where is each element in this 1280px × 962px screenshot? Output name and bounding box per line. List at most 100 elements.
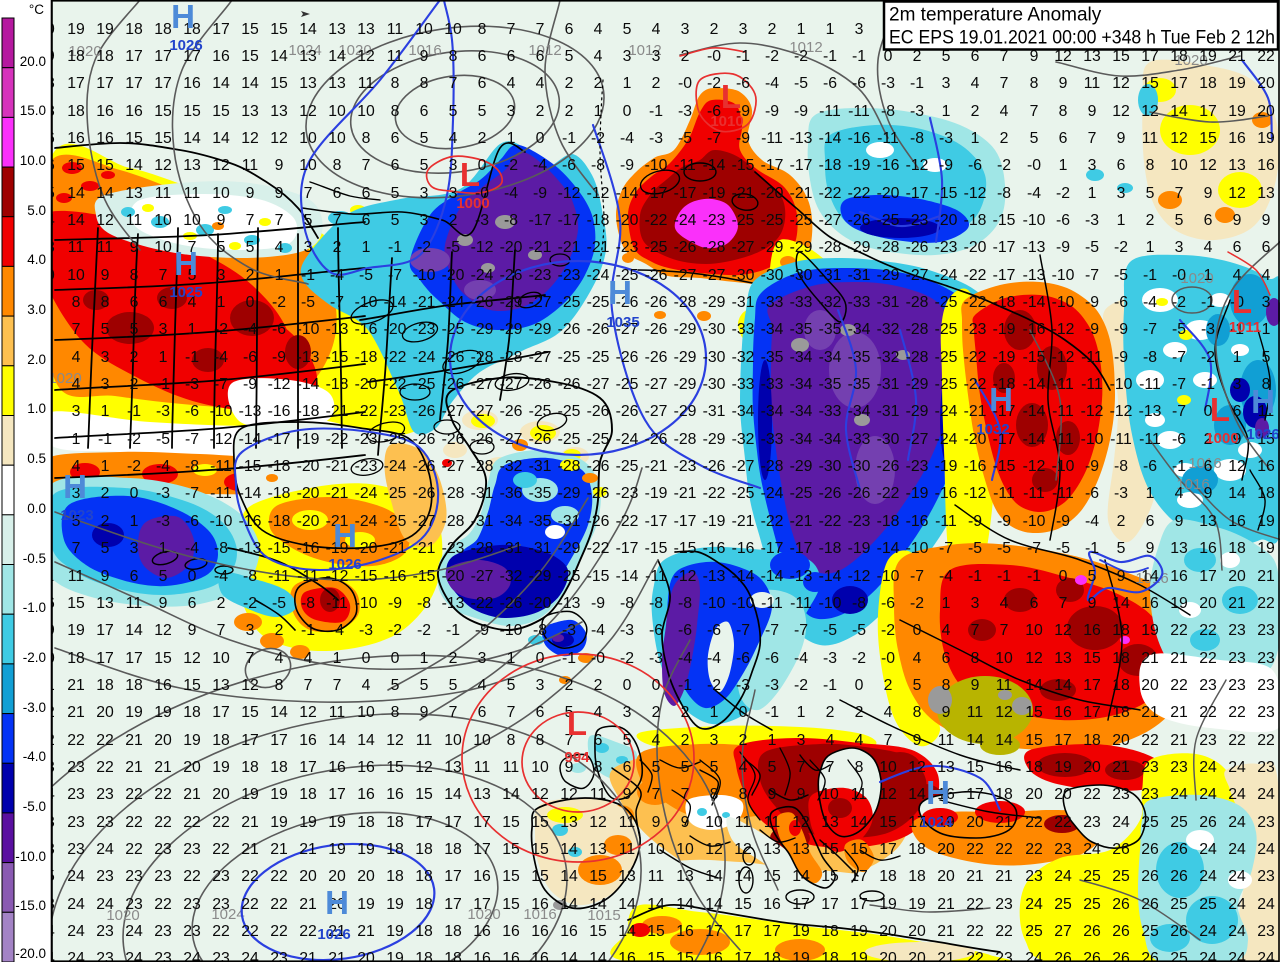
svg-text:-8: -8 [417,595,431,612]
svg-text:26: 26 [1112,950,1130,962]
svg-text:-28: -28 [471,349,494,366]
svg-text:17: 17 [125,650,143,667]
svg-text:-17: -17 [790,157,813,174]
svg-text:12: 12 [589,814,607,831]
svg-text:22: 22 [270,896,288,913]
svg-text:14: 14 [67,212,85,229]
svg-text:-13: -13 [1139,403,1162,420]
svg-text:14: 14 [618,923,636,940]
svg-text:22: 22 [270,923,288,940]
svg-text:3: 3 [797,732,806,749]
svg-text:11: 11 [938,732,955,749]
svg-text:2: 2 [130,376,139,393]
svg-text:-14: -14 [239,485,262,502]
svg-text:2: 2 [710,21,719,38]
svg-text:5: 5 [420,157,429,174]
svg-text:-16: -16 [268,403,291,420]
svg-text:14: 14 [560,868,578,885]
svg-text:15: 15 [67,157,85,174]
svg-text:12: 12 [183,650,201,667]
svg-text:1020: 1020 [106,907,139,924]
svg-text:1016: 1016 [1176,476,1209,493]
svg-text:-2.0: -2.0 [23,650,46,665]
svg-text:13: 13 [1083,48,1101,65]
svg-text:-12: -12 [268,376,291,393]
svg-text:1023: 1023 [60,507,93,524]
svg-text:-26: -26 [529,431,552,448]
svg-text:-15: -15 [1023,349,1046,366]
svg-text:-10: -10 [413,267,436,284]
svg-text:-2: -2 [127,458,141,475]
svg-text:-22: -22 [703,485,726,502]
svg-text:4: 4 [72,376,81,393]
svg-text:6: 6 [478,704,487,721]
svg-text:1016: 1016 [523,906,556,923]
svg-text:-16: -16 [239,513,262,530]
svg-text:-2: -2 [707,75,721,92]
svg-text:25: 25 [1170,950,1188,962]
svg-text:18: 18 [67,48,85,65]
svg-text:3: 3 [855,21,864,38]
svg-text:-20: -20 [355,376,378,393]
svg-text:3: 3 [72,485,81,502]
svg-text:3: 3 [652,48,661,65]
svg-text:6: 6 [391,157,400,174]
svg-text:17: 17 [444,868,462,885]
svg-text:2: 2 [855,704,864,721]
svg-text:1026: 1026 [328,556,361,573]
svg-text:11: 11 [155,185,172,202]
svg-text:-10: -10 [210,513,233,530]
svg-text:10: 10 [444,21,462,38]
svg-text:-25: -25 [790,485,813,502]
svg-text:-32: -32 [732,431,755,448]
svg-text:20: 20 [1141,677,1159,694]
svg-text:-1: -1 [562,130,576,147]
svg-text:22: 22 [1025,814,1043,831]
svg-text:16: 16 [1141,595,1159,612]
svg-text:9: 9 [275,185,284,202]
svg-text:1026: 1026 [169,37,202,54]
svg-text:23: 23 [995,950,1013,962]
svg-text:-15: -15 [732,157,755,174]
svg-text:-30: -30 [848,458,871,475]
svg-text:-22: -22 [587,540,610,557]
svg-text:-27: -27 [645,403,668,420]
svg-text:-26: -26 [471,294,494,311]
svg-text:21: 21 [125,732,143,749]
svg-text:9: 9 [1117,130,1126,147]
svg-text:19: 19 [270,786,288,803]
svg-text:17: 17 [444,896,462,913]
svg-text:9: 9 [130,239,139,256]
svg-text:-26: -26 [413,431,436,448]
svg-text:-23: -23 [674,458,697,475]
svg-text:-8: -8 [1114,458,1128,475]
svg-text:-10: -10 [500,622,523,639]
svg-text:24: 24 [1228,896,1246,913]
svg-text:H: H [325,884,349,921]
svg-text:2: 2 [275,622,284,639]
svg-text:16: 16 [357,759,375,776]
svg-text:11: 11 [851,786,868,803]
svg-text:6: 6 [1146,513,1155,530]
svg-text:5: 5 [449,103,458,120]
svg-text:-13: -13 [326,321,349,338]
svg-text:18: 18 [1112,622,1130,639]
svg-text:6: 6 [1233,239,1242,256]
svg-text:27: 27 [1054,923,1072,940]
svg-text:23: 23 [1257,759,1275,776]
svg-text:23: 23 [212,950,230,962]
svg-text:-1: -1 [127,403,141,420]
svg-text:-6: -6 [968,157,982,174]
svg-text:-17: -17 [645,513,668,530]
svg-text:8: 8 [1146,157,1155,174]
svg-text:15: 15 [1025,704,1043,721]
svg-text:0: 0 [246,294,255,311]
svg-text:3: 3 [449,157,458,174]
svg-text:15: 15 [1199,130,1217,147]
svg-text:16: 16 [357,786,375,803]
svg-text:24: 24 [1025,950,1043,962]
svg-text:-18: -18 [993,294,1016,311]
svg-text:-13: -13 [239,540,262,557]
svg-text:-3: -3 [156,403,170,420]
svg-text:-1: -1 [968,568,982,585]
